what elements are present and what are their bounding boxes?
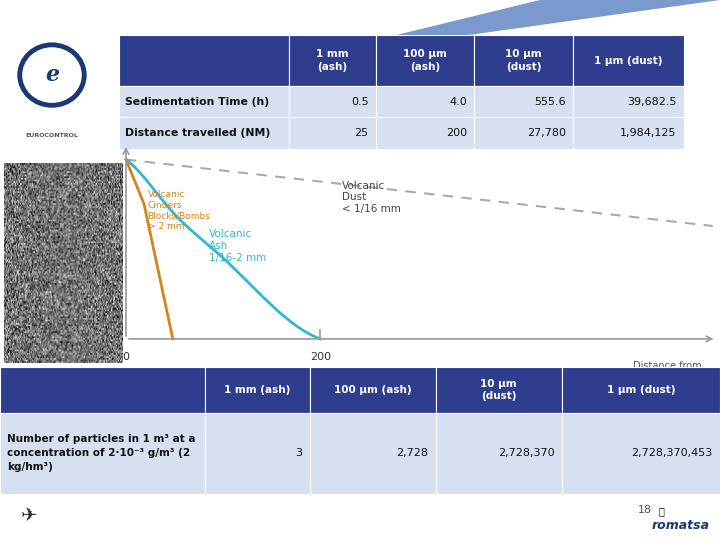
Bar <box>119 86 289 117</box>
Text: Distance travelled (NM): Distance travelled (NM) <box>125 128 270 138</box>
Bar <box>289 86 376 117</box>
Bar <box>289 35 376 86</box>
Text: 1,984,125: 1,984,125 <box>620 128 676 138</box>
Text: Volcanic
Cinders
Blocks/Bombs
> 2 mm: Volcanic Cinders Blocks/Bombs > 2 mm <box>148 191 210 231</box>
Text: 39,682.5: 39,682.5 <box>627 97 676 107</box>
Bar <box>376 86 474 117</box>
Bar <box>289 117 376 148</box>
Bar <box>119 117 289 148</box>
Bar <box>573 35 683 86</box>
Bar <box>376 35 474 86</box>
Text: 3: 3 <box>295 449 302 458</box>
Text: 1 μm (dust): 1 μm (dust) <box>594 56 662 66</box>
Bar <box>562 413 720 494</box>
Text: romatsa: romatsa <box>652 519 709 532</box>
Text: 4.0: 4.0 <box>449 97 467 107</box>
Bar <box>205 413 310 494</box>
Text: Wind = 50 kts: Wind = 50 kts <box>18 163 95 173</box>
Bar <box>436 367 562 413</box>
Text: 🌿: 🌿 <box>658 507 664 517</box>
Bar <box>0 413 205 494</box>
Text: 18: 18 <box>637 505 652 515</box>
Text: Number of particles in 1 m³ at a
concentration of 2·10⁻³ g/m³ (2
kg/hm³): Number of particles in 1 m³ at a concent… <box>7 435 196 472</box>
Text: 10 μm
(dust): 10 μm (dust) <box>480 379 517 401</box>
Text: 555.6: 555.6 <box>534 97 566 107</box>
Text: 200: 200 <box>446 128 467 138</box>
Text: 100 μm (ash): 100 μm (ash) <box>334 385 411 395</box>
Text: 1 μm (dust): 1 μm (dust) <box>606 385 675 395</box>
Text: 200: 200 <box>310 352 331 362</box>
Text: ✈: ✈ <box>21 505 37 524</box>
Bar <box>310 367 436 413</box>
Text: EUROCONTROL: EUROCONTROL <box>25 133 78 138</box>
Text: 25: 25 <box>354 128 369 138</box>
Bar <box>376 117 474 148</box>
Bar <box>436 413 562 494</box>
Text: 2,728: 2,728 <box>397 449 428 458</box>
Bar <box>474 117 573 148</box>
Polygon shape <box>396 0 720 35</box>
Text: 10 μm
(dust): 10 μm (dust) <box>505 50 542 72</box>
Text: 1 mm (ash): 1 mm (ash) <box>224 385 291 395</box>
Bar <box>474 35 573 86</box>
Text: 27,780: 27,780 <box>527 128 566 138</box>
Bar <box>562 367 720 413</box>
Bar <box>0 367 205 413</box>
Text: Sedimentation Time (h): Sedimentation Time (h) <box>125 97 269 107</box>
Text: 2,728,370,453: 2,728,370,453 <box>631 449 713 458</box>
Bar <box>310 413 436 494</box>
Bar <box>119 35 289 86</box>
Bar <box>573 117 683 148</box>
Text: 100 μm
(ash): 100 μm (ash) <box>403 50 447 72</box>
Text: Volcanic
Dust
< 1/16 mm: Volcanic Dust < 1/16 mm <box>342 180 401 214</box>
Text: Distance from
volcano (NM): Distance from volcano (NM) <box>634 361 702 383</box>
Text: 0.5: 0.5 <box>351 97 369 107</box>
Text: 2,728,370: 2,728,370 <box>498 449 554 458</box>
Bar <box>573 86 683 117</box>
Text: 0: 0 <box>122 352 130 362</box>
Text: 1 mm
(ash): 1 mm (ash) <box>316 50 348 72</box>
Text: Volcanic
Ash
1/16-2 mm: Volcanic Ash 1/16-2 mm <box>209 230 266 262</box>
Bar <box>474 86 573 117</box>
Text: e: e <box>45 64 59 86</box>
Bar <box>205 367 310 413</box>
